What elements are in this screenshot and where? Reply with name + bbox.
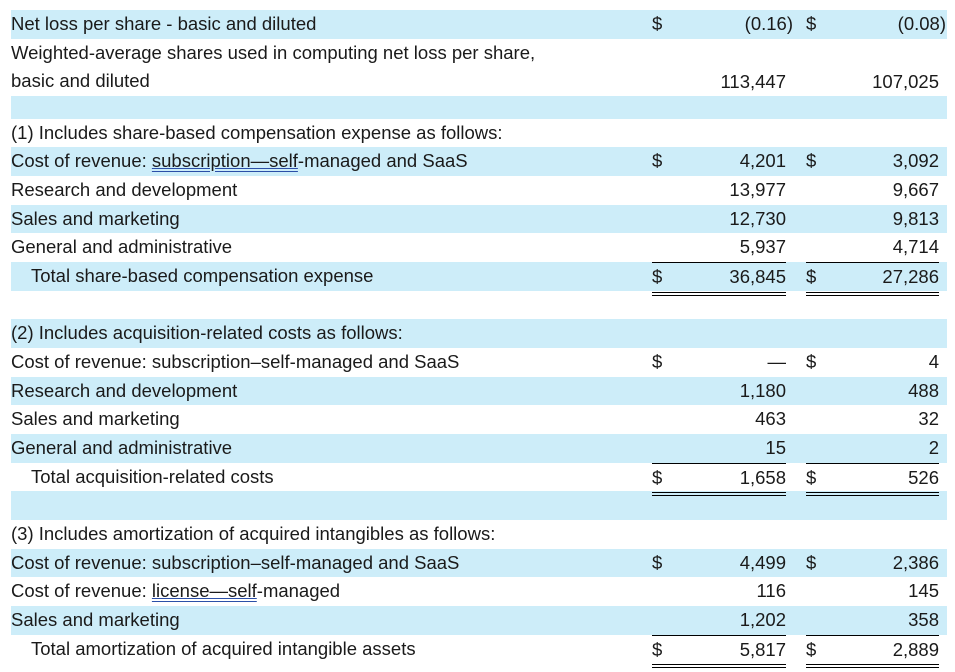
row-label: Total amortization of acquired intangibl… — [31, 637, 416, 659]
currency-symbol: $ — [806, 150, 817, 172]
row-label-prefix: Cost of revenue: — [11, 580, 152, 602]
total-row: Total amortization of acquired intangibl… — [11, 634, 947, 669]
table-row-net-loss-per-share: Net loss per share - basic and diluted $… — [11, 10, 947, 39]
value-current: 4,499 — [739, 551, 786, 573]
row-label: Sales and marketing — [11, 408, 180, 430]
value-prior: 27,286 — [882, 266, 939, 288]
section-heading: (3) Includes amortization of acquired in… — [11, 522, 496, 544]
value-prior: 2 — [928, 437, 939, 459]
currency-symbol: $ — [652, 551, 663, 573]
section-heading-amortization: (3) Includes amortization of acquired in… — [11, 520, 947, 549]
currency-symbol: $ — [806, 266, 817, 288]
value-current: — — [767, 351, 787, 372]
currency-symbol: $ — [652, 13, 663, 34]
value-prior: 2,889 — [892, 638, 939, 660]
currency-symbol: $ — [652, 638, 663, 660]
value-prior: 2,386 — [892, 551, 939, 573]
value-prior: 4 — [928, 351, 939, 372]
table-row: Cost of revenue: subscription–self-manag… — [11, 348, 947, 377]
row-label-suffix: -managed and SaaS — [297, 150, 468, 172]
value-prior: (0.08) — [897, 13, 946, 34]
value-prior: 526 — [908, 466, 939, 488]
currency-symbol: $ — [652, 466, 663, 488]
currency-symbol: $ — [652, 150, 663, 172]
value-prior: 9,813 — [892, 207, 939, 229]
value-prior: 107,025 — [872, 70, 939, 92]
total-row: Total share-based compensation expense $… — [11, 262, 947, 296]
value-prior: 358 — [908, 609, 939, 630]
currency-symbol: $ — [806, 638, 817, 660]
table-row: Sales and marketing 463 32 — [11, 405, 947, 434]
value-prior: 145 — [908, 580, 939, 602]
value-current: 1,180 — [739, 379, 786, 401]
table-row: General and administrative 5,937 4,714 — [11, 233, 947, 262]
row-label: basic and diluted — [11, 69, 150, 91]
spacer-row — [11, 95, 947, 119]
table-row: Research and development 1,180 488 — [11, 376, 947, 406]
table-row: Sales and marketing 1,202 358 — [11, 606, 947, 635]
table-row: Cost of revenue: license—self-managed 11… — [11, 577, 947, 606]
value-current: 12,730 — [729, 207, 786, 229]
row-label: Net loss per share - basic and diluted — [11, 13, 317, 34]
value-current: 5,817 — [739, 638, 786, 660]
row-label-suffix: -managed — [256, 580, 341, 602]
row-label: Total share-based compensation expense — [31, 265, 374, 287]
row-label: General and administrative — [11, 437, 233, 459]
currency-symbol: $ — [806, 351, 817, 372]
total-row: Total acquisition-related costs $1,658 $… — [11, 462, 947, 497]
currency-symbol: $ — [806, 13, 817, 34]
row-label: Research and development — [11, 179, 238, 201]
value-current: 463 — [755, 408, 786, 430]
value-prior: 3,092 — [892, 150, 939, 172]
value-current: (0.16) — [744, 13, 793, 34]
value-current: 1,202 — [739, 609, 786, 630]
row-label: Sales and marketing — [11, 207, 180, 229]
value-current: 1,658 — [739, 466, 786, 488]
row-label: Total acquisition-related costs — [31, 465, 274, 487]
row-label: Sales and marketing — [11, 609, 180, 630]
table-row: Cost of revenue: subscription—self-manag… — [11, 147, 947, 177]
value-current: 116 — [756, 580, 787, 602]
value-prior: 4,714 — [892, 236, 939, 258]
table-row-weighted-shares: Weighted-average shares used in computin… — [11, 39, 947, 96]
row-label: General and administrative — [11, 236, 233, 258]
section-heading-sbc: (1) Includes share-based compensation ex… — [11, 119, 947, 148]
currency-symbol: $ — [652, 351, 663, 372]
financial-table: Net loss per share - basic and diluted $… — [11, 10, 947, 669]
value-current: 15 — [765, 437, 786, 459]
row-label: Research and development — [11, 379, 238, 401]
value-current: 5,937 — [739, 236, 786, 258]
table-row: Sales and marketing 12,730 9,813 — [11, 204, 947, 234]
currency-symbol: $ — [652, 266, 663, 288]
license-self-link[interactable]: license—self — [151, 580, 257, 602]
table-row: General and administrative 15 2 — [11, 434, 947, 463]
row-label: Cost of revenue: subscription–self-manag… — [11, 351, 460, 372]
section-heading-acquisition: (2) Includes acquisition-related costs a… — [11, 319, 947, 348]
value-current: 113,447 — [720, 70, 787, 92]
currency-symbol: $ — [806, 551, 817, 573]
value-prior: 488 — [908, 379, 939, 401]
table-row: Research and development 13,977 9,667 — [11, 176, 947, 205]
spacer-row — [11, 491, 947, 520]
value-prior: 32 — [918, 408, 939, 430]
subscription-self-link[interactable]: subscription—self — [151, 150, 298, 172]
table-row: Cost of revenue: subscription–self-manag… — [11, 548, 947, 578]
row-label: Weighted-average shares used in computin… — [11, 41, 536, 63]
currency-symbol: $ — [806, 466, 817, 488]
value-current: 4,201 — [739, 150, 786, 172]
value-current: 36,845 — [729, 266, 786, 288]
row-label-prefix: Cost of revenue: — [11, 150, 152, 172]
value-current: 13,977 — [729, 179, 786, 201]
value-prior: 9,667 — [892, 179, 939, 201]
section-heading: (1) Includes share-based compensation ex… — [11, 121, 503, 143]
section-heading: (2) Includes acquisition-related costs a… — [11, 322, 403, 344]
row-label: Cost of revenue: subscription–self-manag… — [11, 551, 460, 573]
